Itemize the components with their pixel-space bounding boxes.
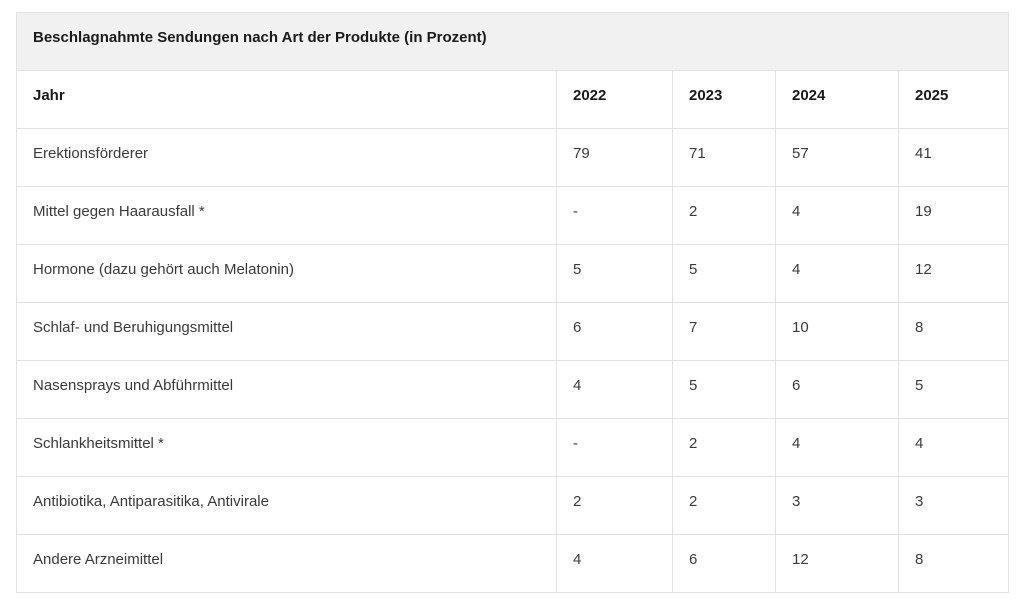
table-cell: 5 <box>672 244 776 303</box>
table-row: Schlankheitsmittel * - 2 4 4 <box>16 418 1010 477</box>
row-label: Nasensprays und Abführmittel <box>16 360 557 419</box>
table-row: Antibiotika, Antiparasitika, Antivirale … <box>16 476 1010 535</box>
table-row: Mittel gegen Haarausfall * - 2 4 19 <box>16 186 1010 245</box>
table-cell: 5 <box>556 244 673 303</box>
table-cell: 2 <box>672 418 776 477</box>
table-cell: 19 <box>897 186 1010 245</box>
table-row: Hormone (dazu gehört auch Melatonin) 5 5… <box>16 244 1010 303</box>
table-cell: 5 <box>897 360 1010 419</box>
table-cell: 3 <box>897 476 1010 535</box>
table-cell: - <box>556 418 673 477</box>
column-header-jahr: Jahr <box>16 70 557 129</box>
table-cell: 6 <box>775 360 899 419</box>
column-header-2023: 2023 <box>672 70 776 129</box>
column-header-2022: 2022 <box>556 70 673 129</box>
table-title-row: Beschlagnahmte Sendungen nach Art der Pr… <box>15 12 1010 71</box>
table-cell: 8 <box>897 302 1010 361</box>
table-row: Andere Arzneimittel 4 6 12 8 <box>16 534 1010 593</box>
table-cell: 2 <box>672 476 776 535</box>
table-cell: 12 <box>775 534 899 593</box>
table-cell: 7 <box>672 302 776 361</box>
table-cell: 5 <box>672 360 776 419</box>
table-cell: 4 <box>775 244 899 303</box>
table-cell: 3 <box>775 476 899 535</box>
table-cell: 4 <box>897 418 1010 477</box>
table-row: Erektionsförderer 79 71 57 41 <box>16 128 1010 187</box>
table-cell: 4 <box>775 418 899 477</box>
row-label: Schlankheitsmittel * <box>16 418 557 477</box>
table-cell: 4 <box>556 360 673 419</box>
row-label: Mittel gegen Haarausfall * <box>16 186 557 245</box>
row-label: Erektionsförderer <box>16 128 557 187</box>
table-cell: 6 <box>672 534 776 593</box>
table-cell: - <box>556 186 673 245</box>
table-cell: 4 <box>556 534 673 593</box>
row-label: Andere Arzneimittel <box>16 534 557 593</box>
table-cell: 79 <box>556 128 673 187</box>
table-cell: 10 <box>775 302 899 361</box>
table-cell: 41 <box>897 128 1010 187</box>
table-row: Nasensprays und Abführmittel 4 5 6 5 <box>16 360 1010 419</box>
row-label: Schlaf- und Beruhigungsmittel <box>16 302 557 361</box>
column-header-2025: 2025 <box>897 70 1010 129</box>
table-cell: 71 <box>672 128 776 187</box>
table-cell: 12 <box>897 244 1010 303</box>
row-label: Hormone (dazu gehört auch Melatonin) <box>16 244 557 303</box>
row-label: Antibiotika, Antiparasitika, Antivirale <box>16 476 557 535</box>
table-cell: 4 <box>775 186 899 245</box>
column-header-2024: 2024 <box>775 70 899 129</box>
table-cell: 6 <box>556 302 673 361</box>
table-cell: 8 <box>897 534 1010 593</box>
table-title: Beschlagnahmte Sendungen nach Art der Pr… <box>15 12 1010 71</box>
seized-shipments-table: Beschlagnahmte Sendungen nach Art der Pr… <box>15 12 1010 593</box>
table-cell: 57 <box>775 128 899 187</box>
table-row: Schlaf- und Beruhigungsmittel 6 7 10 8 <box>16 302 1010 361</box>
table-cell: 2 <box>672 186 776 245</box>
table-header-row: Jahr 2022 2023 2024 2025 <box>16 70 1010 129</box>
table-cell: 2 <box>556 476 673 535</box>
